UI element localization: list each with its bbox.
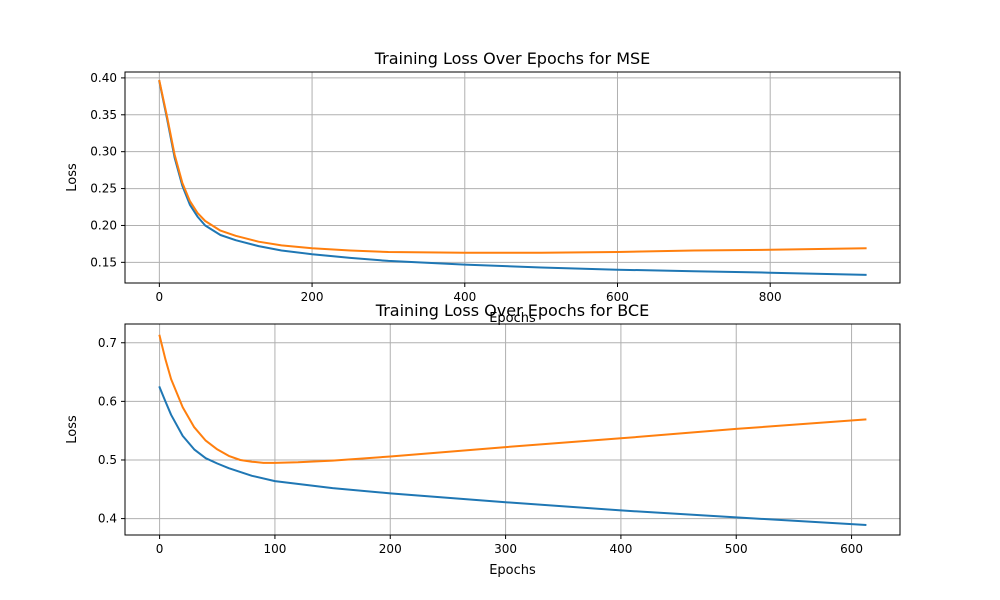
y-tick-label: 0.15 (90, 255, 117, 269)
subplot-mse: 0 200 400 600 800 0.15 0.20 0.25 0.30 0.35 0.40 Tra… (65, 49, 901, 326)
x-axis-label: Epochs (489, 311, 536, 326)
axes-frame (124, 323, 901, 536)
chart-title: Training Loss Over Epochs for BCE (375, 301, 649, 320)
x-tick-label: 100 (263, 542, 286, 556)
x-tick-label: 600 (840, 542, 863, 556)
axes-frame (124, 71, 901, 284)
series-line-0 (158, 80, 867, 276)
y-tick-label: 0.25 (90, 182, 117, 196)
y-tick-label: 0.20 (90, 218, 117, 232)
y-tick-label: 0.7 (98, 336, 117, 350)
x-tick-label: 600 (606, 290, 629, 304)
y-tick-label: 0.40 (90, 71, 117, 85)
series-line-1 (158, 334, 867, 464)
y-tick-label: 0.30 (90, 145, 117, 159)
x-tick-label: 300 (494, 542, 517, 556)
x-tick-label: 200 (301, 290, 324, 304)
series-line-1 (158, 79, 867, 254)
y-axis-label: Loss (65, 415, 80, 444)
y-tick-label: 0.4 (98, 512, 117, 526)
chart-title: Training Loss Over Epochs for MSE (374, 49, 651, 68)
y-tick-label: 0.35 (90, 108, 117, 122)
x-axis-label: Epochs (489, 563, 536, 578)
y-axis-label: Loss (65, 163, 80, 192)
series-line-0 (158, 385, 867, 527)
x-tick-label: 0 (156, 290, 164, 304)
x-tick-label: 500 (725, 542, 748, 556)
x-tick-label: 0 (156, 542, 164, 556)
subplot-bce: 0 100 200 300 400 500 600 0.4 0.5 0.6 0.7 Training … (65, 301, 901, 578)
x-tick-label: 800 (759, 290, 782, 304)
x-tick-label: 200 (379, 542, 402, 556)
y-tick-label: 0.6 (98, 394, 117, 408)
x-tick-label: 400 (609, 542, 632, 556)
x-tick-label: 400 (453, 290, 476, 304)
y-tick-label: 0.5 (98, 453, 117, 467)
